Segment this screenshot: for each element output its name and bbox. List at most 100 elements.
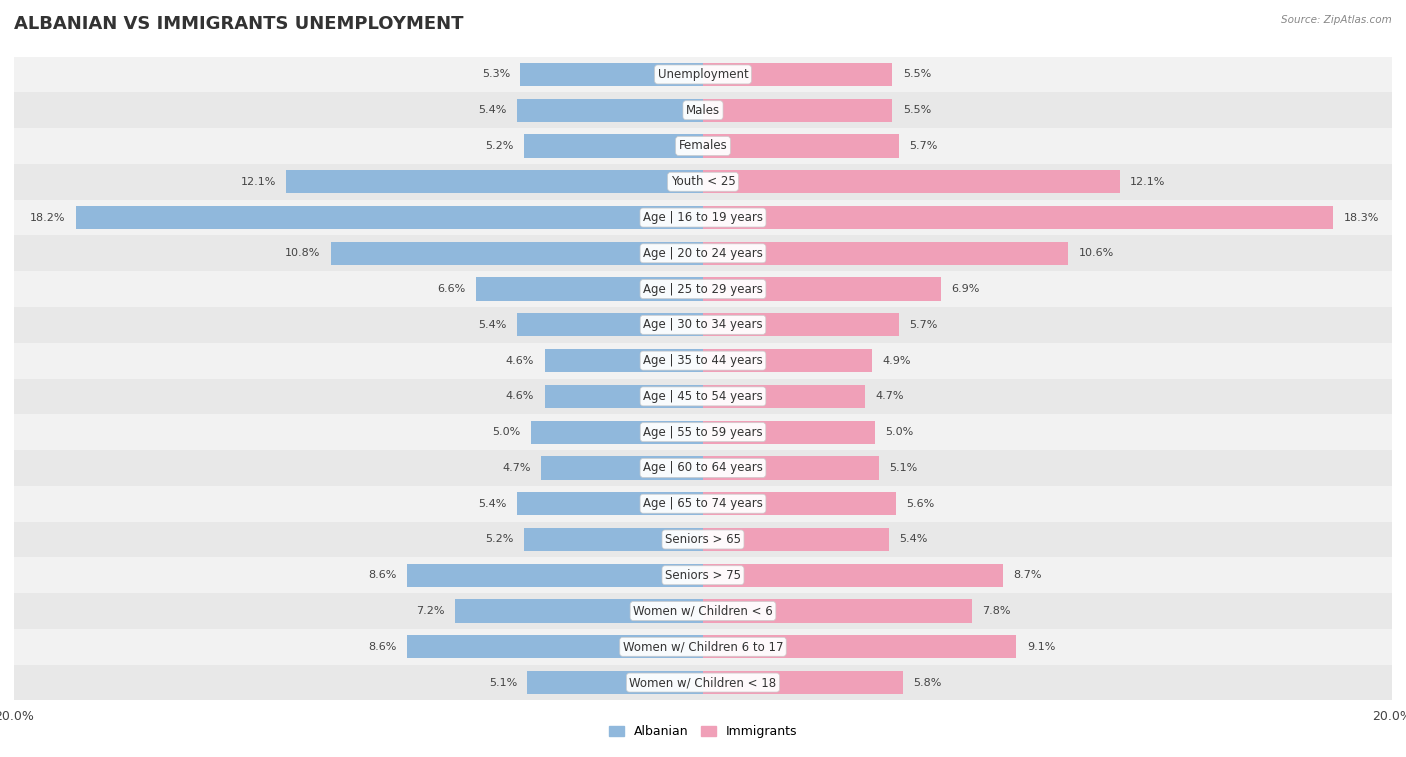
- Text: 4.9%: 4.9%: [882, 356, 911, 366]
- Text: 5.1%: 5.1%: [489, 678, 517, 687]
- Bar: [14, 557, 1392, 593]
- Bar: [14, 522, 1392, 557]
- Text: Unemployment: Unemployment: [658, 68, 748, 81]
- Bar: [14, 343, 1392, 378]
- Text: Age | 20 to 24 years: Age | 20 to 24 years: [643, 247, 763, 260]
- Text: 5.1%: 5.1%: [889, 463, 917, 473]
- Bar: [520, 63, 703, 86]
- Text: 6.6%: 6.6%: [437, 284, 465, 294]
- Text: 5.4%: 5.4%: [478, 499, 506, 509]
- Bar: [524, 135, 703, 157]
- Bar: [14, 593, 1392, 629]
- Bar: [703, 98, 893, 122]
- Text: 4.7%: 4.7%: [502, 463, 531, 473]
- Text: 12.1%: 12.1%: [1130, 177, 1166, 187]
- Bar: [703, 278, 941, 301]
- Bar: [14, 271, 1392, 307]
- Bar: [703, 170, 1119, 193]
- Text: Age | 25 to 29 years: Age | 25 to 29 years: [643, 282, 763, 295]
- Bar: [531, 421, 703, 444]
- Text: Age | 16 to 19 years: Age | 16 to 19 years: [643, 211, 763, 224]
- Bar: [524, 528, 703, 551]
- Text: 5.5%: 5.5%: [903, 70, 931, 79]
- Text: 5.4%: 5.4%: [900, 534, 928, 544]
- Text: Source: ZipAtlas.com: Source: ZipAtlas.com: [1281, 15, 1392, 25]
- Bar: [14, 450, 1392, 486]
- Text: 18.3%: 18.3%: [1344, 213, 1379, 223]
- Bar: [517, 492, 703, 516]
- Text: 8.6%: 8.6%: [368, 642, 396, 652]
- Bar: [703, 635, 1017, 659]
- Text: Women w/ Children < 18: Women w/ Children < 18: [630, 676, 776, 689]
- Text: Age | 55 to 59 years: Age | 55 to 59 years: [643, 425, 763, 438]
- Bar: [76, 206, 703, 229]
- Text: 5.4%: 5.4%: [478, 320, 506, 330]
- Bar: [703, 671, 903, 694]
- Text: 8.7%: 8.7%: [1012, 570, 1042, 580]
- Text: Males: Males: [686, 104, 720, 117]
- Bar: [703, 385, 865, 408]
- Bar: [406, 635, 703, 659]
- Bar: [517, 313, 703, 336]
- Bar: [14, 128, 1392, 164]
- Bar: [703, 528, 889, 551]
- Text: 4.6%: 4.6%: [506, 356, 534, 366]
- Text: 5.5%: 5.5%: [903, 105, 931, 115]
- Bar: [703, 600, 972, 622]
- Bar: [14, 665, 1392, 700]
- Text: Women w/ Children 6 to 17: Women w/ Children 6 to 17: [623, 640, 783, 653]
- Bar: [14, 57, 1392, 92]
- Bar: [14, 486, 1392, 522]
- Text: Age | 35 to 44 years: Age | 35 to 44 years: [643, 354, 763, 367]
- Text: Seniors > 65: Seniors > 65: [665, 533, 741, 546]
- Text: 18.2%: 18.2%: [31, 213, 66, 223]
- Bar: [703, 63, 893, 86]
- Text: 5.8%: 5.8%: [912, 678, 942, 687]
- Bar: [14, 200, 1392, 235]
- Bar: [703, 421, 875, 444]
- Bar: [287, 170, 703, 193]
- Text: Women w/ Children < 6: Women w/ Children < 6: [633, 605, 773, 618]
- Text: Age | 65 to 74 years: Age | 65 to 74 years: [643, 497, 763, 510]
- Bar: [330, 241, 703, 265]
- Text: 5.0%: 5.0%: [492, 427, 520, 437]
- Bar: [14, 164, 1392, 200]
- Text: 5.2%: 5.2%: [485, 534, 513, 544]
- Text: 8.6%: 8.6%: [368, 570, 396, 580]
- Bar: [475, 278, 703, 301]
- Bar: [703, 241, 1069, 265]
- Bar: [544, 349, 703, 372]
- Text: 10.8%: 10.8%: [285, 248, 321, 258]
- Bar: [703, 349, 872, 372]
- Text: 5.7%: 5.7%: [910, 320, 938, 330]
- Text: 7.8%: 7.8%: [981, 606, 1011, 616]
- Bar: [527, 671, 703, 694]
- Text: 9.1%: 9.1%: [1026, 642, 1054, 652]
- Bar: [14, 235, 1392, 271]
- Bar: [703, 206, 1333, 229]
- Text: 4.7%: 4.7%: [875, 391, 904, 401]
- Text: 5.0%: 5.0%: [886, 427, 914, 437]
- Text: Females: Females: [679, 139, 727, 152]
- Bar: [406, 564, 703, 587]
- Bar: [14, 92, 1392, 128]
- Text: Age | 60 to 64 years: Age | 60 to 64 years: [643, 462, 763, 475]
- Text: 5.2%: 5.2%: [485, 141, 513, 151]
- Text: 5.6%: 5.6%: [907, 499, 935, 509]
- Text: 4.6%: 4.6%: [506, 391, 534, 401]
- Text: 5.4%: 5.4%: [478, 105, 506, 115]
- Text: 6.9%: 6.9%: [950, 284, 980, 294]
- Bar: [14, 378, 1392, 414]
- Bar: [14, 414, 1392, 450]
- Bar: [517, 98, 703, 122]
- Text: ALBANIAN VS IMMIGRANTS UNEMPLOYMENT: ALBANIAN VS IMMIGRANTS UNEMPLOYMENT: [14, 15, 464, 33]
- Bar: [544, 385, 703, 408]
- Legend: Albanian, Immigrants: Albanian, Immigrants: [603, 721, 803, 743]
- Bar: [703, 564, 1002, 587]
- Bar: [14, 629, 1392, 665]
- Bar: [541, 456, 703, 479]
- Bar: [703, 313, 900, 336]
- Bar: [14, 307, 1392, 343]
- Text: 12.1%: 12.1%: [240, 177, 276, 187]
- Text: Youth < 25: Youth < 25: [671, 176, 735, 188]
